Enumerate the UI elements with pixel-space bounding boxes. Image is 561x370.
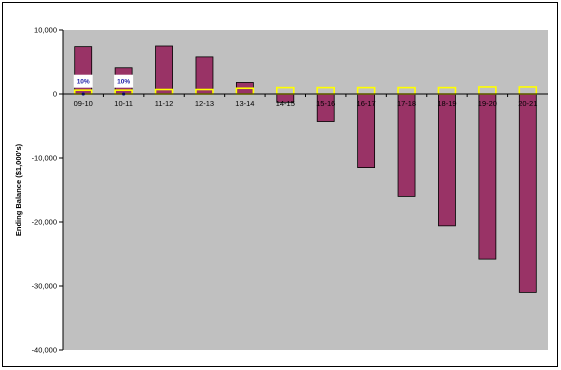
main-series-bars (74, 45, 537, 293)
y-tick-label: 0 (53, 90, 57, 99)
annotation-label: 10% (117, 79, 130, 86)
y-axis-label: Ending Balance ($1,000's) (14, 143, 23, 236)
bar-main-11-12 (155, 45, 173, 95)
bar-main-20-21 (518, 93, 537, 293)
x-tick-label: 15-16 (316, 99, 335, 108)
plot-area (63, 30, 548, 350)
bar-main-19-20 (478, 93, 497, 260)
annotation-box (114, 74, 134, 88)
bar-main-17-18 (397, 93, 416, 197)
y-axis-ticks: 10,000 0 -10,000 -20,000 -30,000 -40,000 (32, 26, 63, 355)
annotation-box (73, 74, 93, 88)
y-tick-label: -10,000 (32, 154, 57, 163)
bar-main-12-13 (195, 56, 214, 95)
x-tick-label: 11-12 (155, 99, 174, 108)
annotation-label: 10% (77, 79, 90, 86)
y-tick-label: 10,000 (34, 26, 57, 35)
x-tick-label: 09-10 (74, 99, 93, 108)
y-tick-label: -40,000 (32, 346, 57, 355)
x-axis-ticks: 09-10 10-11 11-12 12-13 13-14 14-15 15-16 16-17… (74, 94, 537, 108)
x-tick-label: 17-18 (397, 99, 416, 108)
y-tick-label: -30,000 (32, 282, 57, 291)
bar-annotations: 10% 10% (73, 74, 134, 96)
x-tick-label: 20-21 (518, 99, 537, 108)
x-tick-label: 16-17 (357, 99, 376, 108)
x-tick-label: 10-11 (114, 99, 133, 108)
x-tick-label: 18-19 (437, 99, 456, 108)
x-tick-label: 19-20 (478, 99, 497, 108)
y-tick-label: -20,000 (32, 218, 57, 227)
x-tick-label: 13-14 (235, 99, 254, 108)
bar-main-18-19 (438, 93, 456, 227)
x-tick-label: 14-15 (276, 99, 295, 108)
x-tick-label: 12-13 (195, 99, 214, 108)
